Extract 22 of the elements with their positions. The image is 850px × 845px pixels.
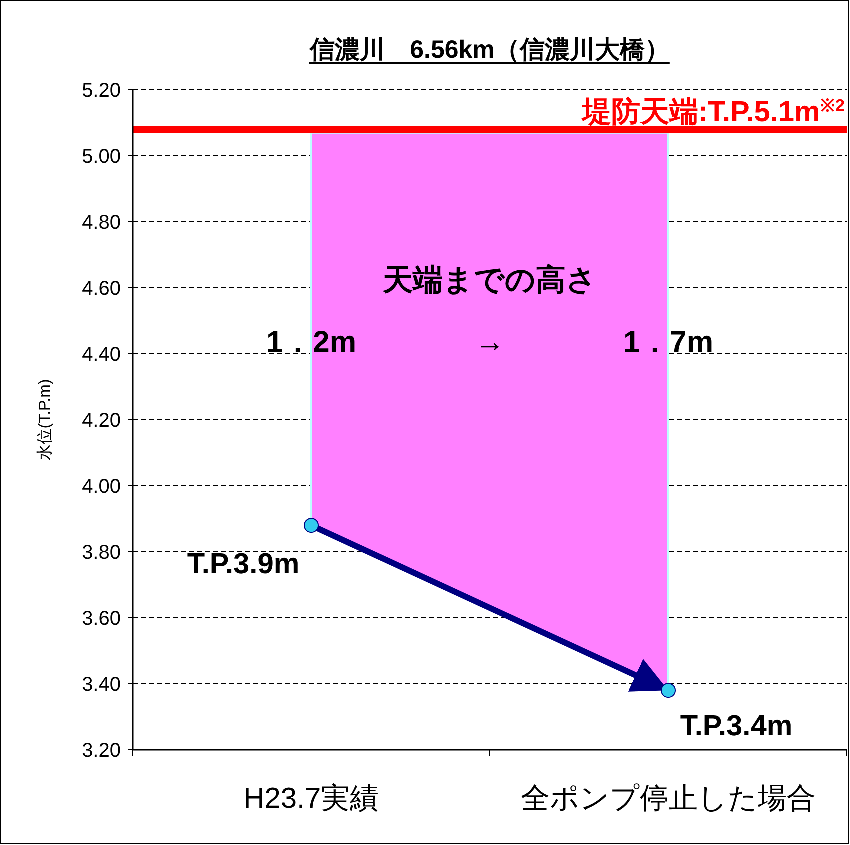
annotation: 1．7m [623, 326, 714, 359]
chart-title: 信濃川 6.56km（信濃川大橋） [309, 36, 670, 64]
y-tick-label: 5.00 [82, 146, 121, 168]
data-label: T.P.3.4m [680, 710, 793, 743]
y-tick-label: 4.60 [82, 278, 121, 300]
y-tick-label: 3.60 [82, 608, 121, 630]
y-tick-label: 3.80 [82, 542, 121, 564]
y-tick-label: 4.00 [82, 476, 121, 498]
ref-line-label: 堤防天端:T.P.5.1m$^{※2}$ [580, 96, 845, 129]
annotation: 天端までの高さ [382, 263, 597, 297]
x-tick-label: H23.7実績 [244, 783, 380, 815]
annotation: 1．2m [266, 326, 357, 359]
y-tick-label: 4.40 [82, 344, 121, 366]
data-label: T.P.3.9m [187, 548, 300, 581]
y-tick-label: 5.20 [82, 80, 121, 102]
y-tick-label: 4.80 [82, 212, 121, 234]
x-tick-label: 全ポンプ停止した場合 [521, 783, 816, 815]
y-tick-label: 3.20 [82, 740, 121, 762]
y-axis-title: 水位(T.P.m) [36, 379, 54, 461]
y-tick-label: 4.20 [82, 410, 121, 432]
y-tick-label: 3.40 [82, 674, 121, 696]
annotation: → [475, 326, 505, 359]
